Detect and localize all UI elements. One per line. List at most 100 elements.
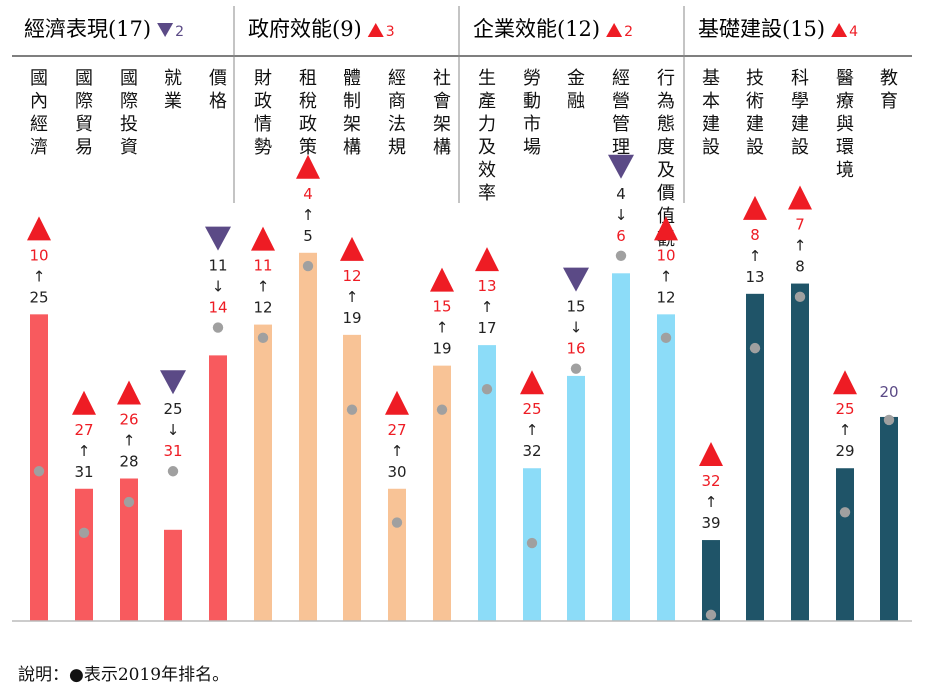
category-label-char: 設 <box>791 137 809 158</box>
dot-2019 <box>391 517 403 528</box>
trend-up-icon <box>117 380 141 405</box>
group-headers: 經濟表現(17) 2 政府效能(9) 3 企業效能(12) 2 基礎建設(15) 4 <box>12 6 912 203</box>
category-label-char: 技 <box>746 68 764 89</box>
bar-7 <box>299 252 317 621</box>
dot-2019 <box>615 250 627 261</box>
group-trend-up-icon <box>367 23 384 37</box>
dot-2019 <box>526 537 538 549</box>
category-label-char: 國 <box>120 68 138 89</box>
category-label-char: 內 <box>30 91 48 112</box>
rank-2020: 11 <box>253 257 272 275</box>
bar-5 <box>209 355 227 621</box>
category-label-char: 營 <box>612 91 630 112</box>
bar-4 <box>164 529 182 621</box>
category-label-char: 制 <box>343 91 361 112</box>
rank-2019: 31 <box>74 463 93 481</box>
group-change-infrastructure: 4 <box>849 24 858 40</box>
category-label-char: 構 <box>343 137 361 158</box>
category-label-char: 稅 <box>299 91 317 112</box>
category-label-char: 經 <box>612 68 630 89</box>
category-label-char: 濟 <box>30 137 48 158</box>
category-label-char: 度 <box>657 137 675 158</box>
trend-up-icon <box>833 370 857 395</box>
category-label-char: 育 <box>880 91 898 112</box>
category-labels: 國內經濟國際貿易國際投資就業價格財政情勢租稅政策體制架構經商法規社會架構生產力及… <box>30 68 898 250</box>
bar-10 <box>433 365 451 621</box>
category-label-char: 勞 <box>523 68 541 89</box>
rank-2020: 10 <box>29 246 48 264</box>
category-label-char: 建 <box>702 114 720 135</box>
rank-2020: 26 <box>119 411 138 429</box>
category-label-char: 環 <box>836 137 854 158</box>
category-label-char: 產 <box>478 91 496 112</box>
rank-2020: 8 <box>750 226 760 244</box>
category-label-char: 架 <box>433 114 451 135</box>
rank-2019: 19 <box>342 309 361 327</box>
category-label-char: 醫 <box>836 68 854 89</box>
category-label-char: 境 <box>836 160 854 181</box>
rank-2020: 12 <box>342 267 361 285</box>
dot-2019 <box>78 527 90 538</box>
trend-up-icon <box>788 185 812 210</box>
dot-2019 <box>33 466 45 477</box>
bar-14 <box>612 273 630 621</box>
up-arrow-icon: ↑ <box>391 442 404 460</box>
dot-2019 <box>257 332 269 344</box>
rank-2019: 25 <box>163 400 182 418</box>
category-label-char: 經 <box>388 68 406 89</box>
category-label-char: 場 <box>523 137 541 158</box>
rank-2019: 11 <box>208 257 227 275</box>
dot-2019 <box>839 507 851 518</box>
rank-2019: 30 <box>387 463 406 481</box>
group-trend-up-icon <box>831 23 848 37</box>
rank-2020: 10 <box>656 246 675 264</box>
trend-up-icon <box>743 195 767 220</box>
trend-up-icon <box>340 236 364 261</box>
category-label-char: 財 <box>254 68 272 89</box>
category-label-char: 設 <box>702 137 720 158</box>
up-arrow-icon: ↑ <box>78 442 91 460</box>
trend-down-icon <box>608 154 634 179</box>
dot-2019 <box>123 496 135 508</box>
category-label-char: 效 <box>478 160 496 181</box>
group-change-government: 3 <box>386 24 395 40</box>
rank-2019: 39 <box>701 514 720 532</box>
dot-2019 <box>167 466 179 477</box>
note-dot-symbol: ● <box>69 665 84 685</box>
trend-up-icon <box>72 390 96 415</box>
rank-2019: 17 <box>477 319 496 337</box>
down-arrow-icon: ↓ <box>212 278 225 296</box>
rank-2019: 8 <box>795 258 805 276</box>
trend-up-icon <box>27 216 51 241</box>
category-label-char: 格 <box>209 91 227 112</box>
rank-2020: 25 <box>522 400 541 418</box>
category-label-char: 金 <box>567 68 585 89</box>
up-arrow-icon: ↑ <box>257 278 270 296</box>
category-label-char: 社 <box>433 68 451 89</box>
bars: 10 ↑ 25 27 ↑ 31 26 ↑ 28 25 ↓ 31 11 ↓ 14 11 ↑ 12 4 ↑ 5 12 ↑ 19 27… <box>27 154 899 621</box>
rank-2020: 20 <box>879 383 898 401</box>
up-arrow-icon: ↑ <box>481 298 494 316</box>
category-label-char: 設 <box>746 137 764 158</box>
rank-2020: 13 <box>477 277 496 295</box>
trend-up-icon <box>251 226 275 251</box>
category-label-char: 力 <box>478 114 496 135</box>
category-label-char: 教 <box>880 68 898 89</box>
category-label-char: 會 <box>433 91 451 112</box>
category-label-char: 率 <box>478 183 496 204</box>
up-arrow-icon: ↑ <box>33 267 46 285</box>
category-label-char: 行 <box>657 68 675 89</box>
rank-2019: 28 <box>119 453 138 471</box>
down-arrow-icon: ↓ <box>615 206 628 224</box>
group-title-economy: 經濟表現(17) <box>24 17 151 41</box>
bar-20 <box>880 416 898 621</box>
category-label-char: 理 <box>612 137 630 158</box>
category-label-char: 國 <box>75 68 93 89</box>
category-label-char: 租 <box>299 68 317 89</box>
dot-2019 <box>570 363 582 374</box>
group-title-government: 政府效能(9) <box>248 17 362 41</box>
rank-2019: 13 <box>745 268 764 286</box>
note-text: 表示2019年排名。 <box>83 665 230 685</box>
rank-2019: 5 <box>303 227 313 245</box>
category-label-char: 為 <box>657 91 675 112</box>
